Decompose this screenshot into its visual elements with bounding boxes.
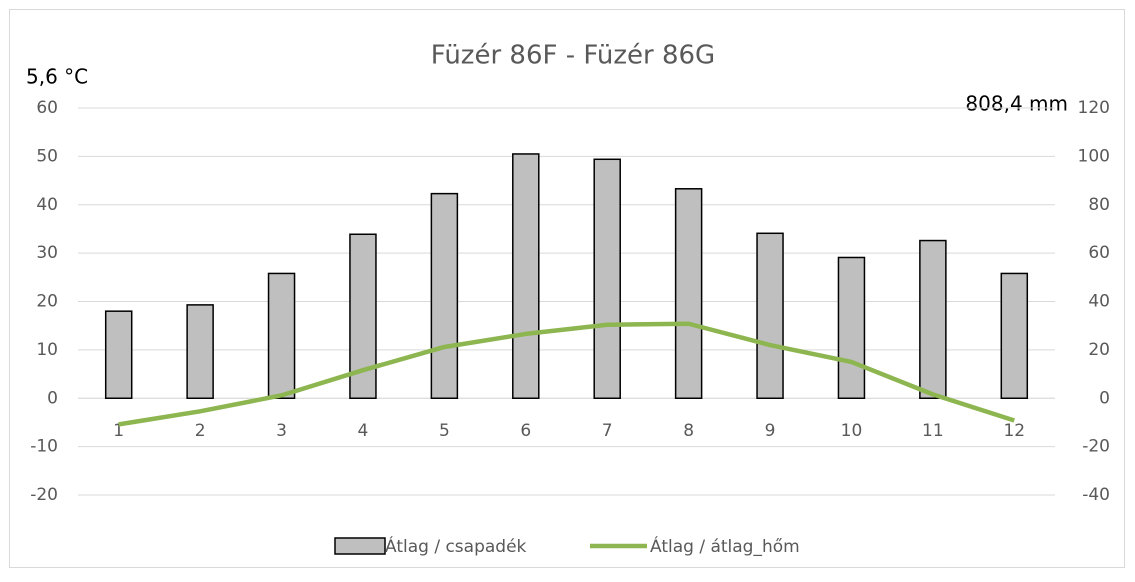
- bar: [837, 256, 866, 400]
- bar: [756, 232, 784, 399]
- y-tick-label: 60: [36, 98, 58, 118]
- legend-label: Átlag / csapadék: [385, 535, 527, 557]
- bar: [104, 310, 133, 399]
- y2-tick-label: 100: [1078, 146, 1110, 166]
- x-tick-label: 4: [358, 421, 369, 441]
- x-tick-label: 12: [1003, 421, 1025, 441]
- y-tick-label: 40: [36, 195, 58, 215]
- y2-tick-label: 20: [1088, 340, 1110, 360]
- y-tick-label: -10: [30, 437, 58, 457]
- y2-tick-label: 120: [1078, 98, 1110, 118]
- y2-tick-label: -20: [1082, 437, 1110, 457]
- bar: [1000, 272, 1029, 400]
- x-tick-label: 10: [841, 421, 863, 441]
- bar: [186, 304, 214, 400]
- y2-tick-label: -40: [1082, 485, 1110, 505]
- bar: [674, 188, 703, 399]
- y2-tick-label: 80: [1088, 195, 1110, 215]
- bar: [430, 192, 459, 399]
- x-tick-label: 3: [276, 421, 287, 441]
- x-tick-label: 2: [195, 421, 206, 441]
- y2-tick-label: 40: [1088, 292, 1110, 312]
- x-tick-label: 7: [602, 421, 613, 441]
- y-tick-label: 0: [47, 388, 58, 408]
- annotation: 5,6 °C: [26, 65, 88, 89]
- x-tick-label: 8: [683, 421, 694, 441]
- legend-label: Átlag / átlag_hőm: [650, 535, 800, 557]
- y-tick-label: 10: [36, 340, 58, 360]
- chart-title: Füzér 86F - Füzér 86G: [431, 41, 715, 71]
- y-tick-label: 30: [36, 243, 58, 263]
- chart-border: [9, 9, 1125, 568]
- bar: [593, 158, 621, 399]
- bar: [919, 239, 947, 399]
- y-tick-label: 20: [36, 292, 58, 312]
- x-tick-label: 9: [765, 421, 776, 441]
- bar: [267, 272, 296, 400]
- bar: [512, 153, 540, 399]
- legend-swatch: [334, 537, 386, 555]
- y2-tick-label: 60: [1088, 243, 1110, 263]
- annotation: 808,4 mm: [965, 92, 1068, 116]
- line: [118, 321, 1015, 427]
- x-tick-label: 1: [113, 421, 124, 441]
- x-tick-label: 5: [439, 421, 450, 441]
- y-tick-label: -20: [30, 485, 58, 505]
- y2-tick-label: 0: [1099, 388, 1110, 408]
- x-tick-label: 6: [520, 421, 531, 441]
- x-tick-label: 11: [922, 421, 944, 441]
- y-tick-label: 50: [36, 146, 58, 166]
